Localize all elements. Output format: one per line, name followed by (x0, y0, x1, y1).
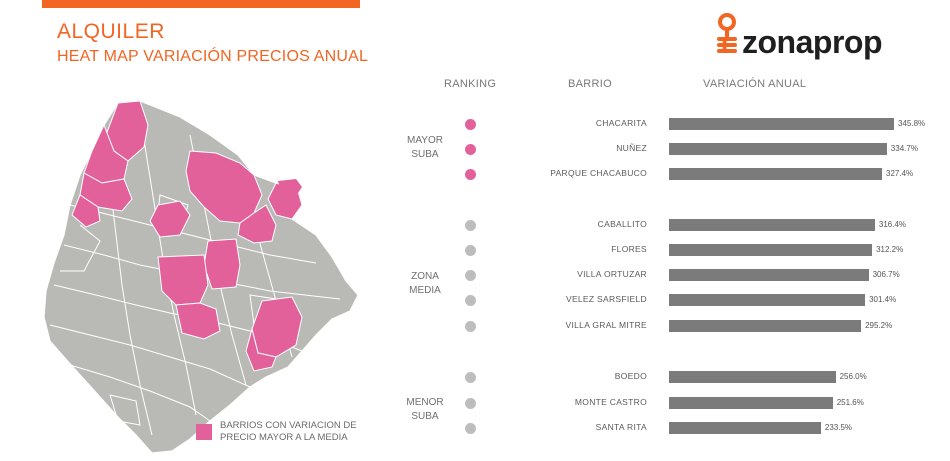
legend-line: BARRIOS CON VARIACION DE (220, 420, 357, 431)
variation-bar (669, 320, 862, 332)
legend-line: PRECIO MAYOR A LA MEDIA (220, 432, 348, 443)
bar-value-label: 312.2% (876, 245, 904, 254)
district-villa-ortuzar (149, 200, 191, 238)
group-label-line: ZONA (411, 271, 439, 282)
coastal-district (278, 179, 302, 193)
variation-bar (669, 294, 866, 306)
bar-value-label: 251.6% (836, 398, 864, 407)
group-label-line: MAYOR (407, 135, 443, 146)
ranking-dot (465, 372, 476, 383)
district-caballito (203, 238, 241, 290)
ranking-dot (465, 321, 476, 332)
high-variation-districts (71, 100, 303, 372)
group-label-line: SUBA (411, 411, 439, 422)
district-villa-pueyrredon (71, 194, 101, 228)
barrio-label: VILLA ORTUZAR (577, 269, 647, 279)
variation-bar (669, 118, 894, 130)
page-title: ALQUILER (57, 20, 165, 43)
column-header-ranking: RANKING (444, 78, 497, 90)
page-subtitle: HEAT MAP VARIACIÓN PRECIOS ANUAL (57, 48, 369, 65)
bar-value-label: 345.8% (898, 119, 926, 128)
ranking-dot (465, 295, 476, 306)
district-parque-chacabuco (175, 302, 221, 340)
buenos-aires-heat-map (43, 100, 359, 454)
group-label-line: MEDIA (409, 285, 441, 296)
variation-bar (669, 397, 833, 409)
accent-bar (42, 0, 360, 8)
bar-value-label: 327.4% (886, 169, 914, 178)
variation-bar (669, 244, 873, 256)
barrio-label: CABALLITO (597, 219, 647, 229)
variation-bar (669, 143, 887, 155)
ranking-dot (465, 220, 476, 231)
barrio-label: BOEDO (614, 371, 647, 381)
ranking-dot (465, 245, 476, 256)
column-header-barrio: BARRIO (568, 78, 612, 90)
bar-value-label: 306.7% (872, 270, 900, 279)
ranking-dot (465, 398, 476, 409)
bar-value-label: 256.0% (839, 372, 867, 381)
barrio-label: NUÑEZ (616, 143, 647, 153)
barrio-label: VELEZ SARSFIELD (565, 294, 647, 304)
barrio-label: FLORES (611, 244, 647, 254)
variation-bar (669, 422, 821, 434)
location-pin-icon (716, 13, 737, 53)
ranking-dot (465, 119, 476, 130)
ranking-dot (465, 144, 476, 155)
group-zona-media: ZONA MEDIA (395, 270, 455, 298)
group-label-line: MENOR (406, 397, 444, 408)
bar-value-label: 295.2% (865, 321, 893, 330)
bar-value-label: 316.4% (878, 220, 907, 229)
group-label-line: SUBA (411, 149, 439, 160)
group-mayor-suba: MAYOR SUBA (395, 134, 455, 162)
barrio-label: MONTE CASTRO (574, 397, 647, 407)
bar-value-label: 301.4% (869, 295, 897, 304)
district-nueva-pompeya (245, 327, 277, 372)
ranking-dot (465, 423, 476, 434)
ranking-dot (465, 169, 476, 180)
variation-bar (669, 168, 882, 180)
barrio-label: SANTA RITA (595, 422, 647, 432)
variation-bar (669, 371, 836, 383)
ranking-dot (465, 270, 476, 281)
variation-bar (669, 269, 869, 281)
bar-value-label: 233.5% (824, 423, 853, 432)
group-menor-suba: MENOR SUBA (395, 396, 455, 424)
district-colegiales (237, 204, 277, 244)
column-header-variacion: VARIACIÓN ANUAL (703, 78, 807, 90)
variation-bar (669, 219, 875, 231)
bar-value-label: 334.7% (890, 144, 918, 153)
legend-swatch (196, 424, 212, 440)
barrio-label: CHACARITA (595, 118, 647, 128)
barrio-label: VILLA GRAL MITRE (565, 320, 647, 330)
brand-logo: zonaprop (714, 10, 934, 70)
brand-name: zonaprop (742, 24, 882, 60)
barrio-label: PARQUE CHACABUCO (550, 168, 647, 178)
legend-text: BARRIOS CON VARIACION DE PRECIO MAYOR A … (220, 420, 390, 444)
